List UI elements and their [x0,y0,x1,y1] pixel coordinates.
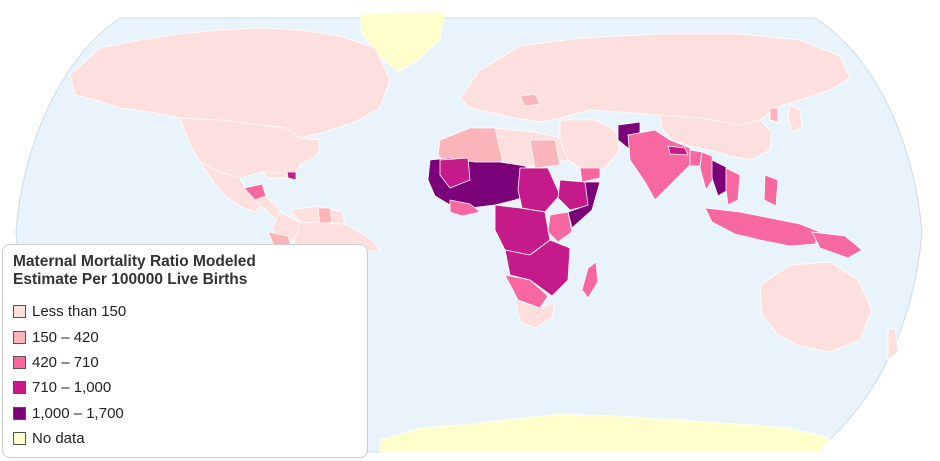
south-africa[interactable] [514,299,556,329]
romania[interactable] [519,93,541,107]
kenya-tanzania[interactable] [547,211,573,243]
indonesia[interactable] [704,207,821,247]
australia[interactable] [759,261,873,353]
europe-russia[interactable] [459,33,851,126]
mexico[interactable] [198,160,263,213]
middle-east[interactable] [559,119,621,173]
legend-swatch [13,330,26,344]
legend-label: 150 – 420 [32,328,99,346]
legend-label: 1,000 – 1,700 [32,404,124,422]
legend-label: Less than 150 [32,303,127,321]
map-legend: Maternal Mortality Ratio Modeled Estimat… [2,244,368,458]
legend-swatch [13,355,26,369]
vietnam-thailand[interactable] [725,167,741,206]
korea[interactable] [769,107,779,123]
greenland[interactable] [359,11,446,73]
legend-swatch [13,305,26,319]
somalia[interactable] [567,181,601,229]
mauritania-mali[interactable] [439,157,471,189]
legend-label: 710 – 1,000 [32,379,112,397]
myanmar[interactable] [699,151,715,191]
coastal-west-africa[interactable] [449,199,481,217]
timor-png[interactable] [811,231,863,259]
nepal[interactable] [667,145,689,156]
guyana[interactable] [317,207,333,225]
legend-swatch [13,381,26,395]
southern-africa[interactable] [504,239,571,297]
canada-alaska[interactable] [69,27,391,139]
namibia-angola-south[interactable] [504,274,549,309]
madagascar[interactable] [581,261,599,299]
legend-label: No data [32,430,85,448]
legend-title: Maternal Mortality Ratio Modeled Estimat… [13,253,313,289]
sudan[interactable] [529,139,561,169]
legend-title-line-1: Maternal Mortality Ratio Modeled [13,253,256,270]
japan[interactable] [787,104,803,133]
yemen[interactable] [579,167,601,183]
legend-swatch [13,406,26,420]
legend-item-no-data[interactable]: No data [13,426,357,451]
legend-item-420-710[interactable]: 420 – 710 [13,350,357,375]
antarctica[interactable] [379,413,831,453]
china-mongolia[interactable] [659,114,773,161]
new-zealand[interactable] [887,327,899,361]
legend-swatch [13,432,26,446]
laos-cambodia[interactable] [711,159,729,197]
haiti[interactable] [286,171,297,181]
philippines[interactable] [763,174,779,207]
legend-item-710-1000[interactable]: 710 – 1,000 [13,375,357,400]
legend-item-1000-1700[interactable]: 1,000 – 1,700 [13,401,357,426]
legend-item-less-than-150[interactable]: Less than 150 [13,299,357,324]
legend-label: 420 – 710 [32,353,99,371]
legend-title-line-2: Estimate Per 100000 Live Births [13,271,248,288]
legend-item-150-420[interactable]: 150 – 420 [13,324,357,349]
